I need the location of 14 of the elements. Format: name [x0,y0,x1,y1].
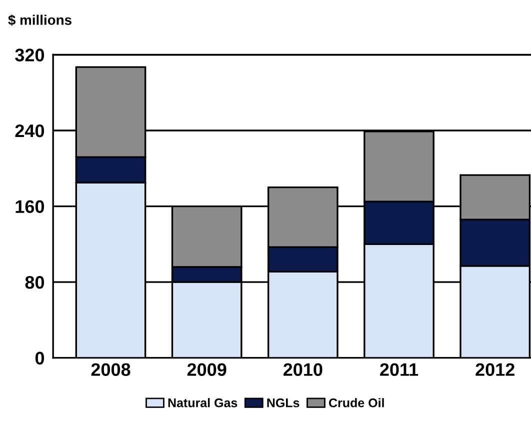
x-tick-label: 2009 [187,363,226,376]
x-tick-label: 2010 [283,363,322,376]
legend-label: NGLs [267,398,300,408]
y-tick-label: 320 [15,48,44,62]
legend-label: Crude Oil [329,398,384,408]
x-tick-label: 2008 [91,363,130,376]
y-tick-label: 0 [35,352,44,365]
x-tick-label: 2011 [380,363,418,376]
y-tick-label: 240 [15,124,44,138]
y-tick-label: 160 [16,200,44,214]
legend-label: Natural Gas [168,398,238,408]
y-tick-label: 80 [25,276,44,289]
chart-title: $ millions [8,14,72,26]
x-tick-label: 2012 [476,363,514,376]
